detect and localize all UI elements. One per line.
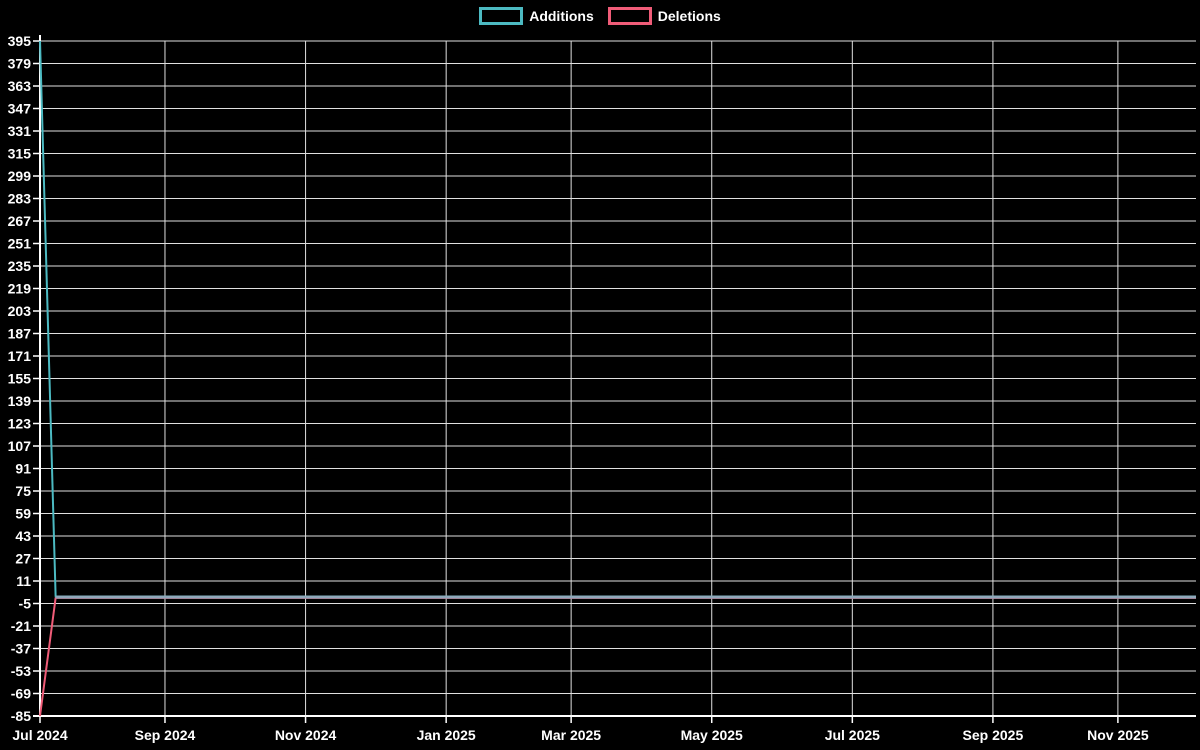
y-tick-label: 139	[8, 393, 32, 409]
x-tick-label: Mar 2025	[541, 727, 601, 743]
y-tick-label: 11	[16, 573, 31, 589]
x-tick-label: Nov 2024	[275, 727, 337, 743]
y-tick-label: -85	[11, 708, 31, 724]
x-tick-label: May 2025	[681, 727, 743, 743]
y-tick-label: -53	[11, 663, 31, 679]
additions-swatch-icon	[479, 7, 524, 25]
y-tick-label: 91	[15, 460, 31, 476]
y-tick-label: 203	[8, 303, 32, 319]
y-tick-label: 171	[8, 348, 32, 364]
y-tick-label: -5	[19, 595, 32, 611]
y-tick-label: 363	[8, 78, 32, 94]
y-tick-label: 379	[8, 55, 32, 71]
legend: Additions Deletions	[0, 7, 1200, 25]
y-tick-label: 59	[15, 505, 31, 521]
y-tick-label: 235	[8, 258, 32, 274]
legend-item-additions[interactable]: Additions	[479, 7, 594, 25]
y-tick-label: 331	[8, 123, 32, 139]
deletions-swatch-icon	[607, 7, 652, 25]
y-tick-label: 299	[8, 168, 32, 184]
x-tick-label: Jan 2025	[417, 727, 476, 743]
y-tick-label: 107	[8, 438, 32, 454]
y-tick-label: 347	[8, 100, 32, 116]
y-tick-label: 251	[8, 235, 32, 251]
legend-item-deletions[interactable]: Deletions	[607, 7, 721, 25]
y-tick-label: 187	[8, 325, 32, 341]
legend-label-deletions: Deletions	[657, 8, 721, 24]
y-tick-label: -21	[11, 618, 31, 634]
y-tick-label: 315	[8, 145, 32, 161]
y-tick-label: 43	[15, 528, 31, 544]
y-tick-label: 155	[8, 370, 32, 386]
y-tick-label: 283	[8, 190, 32, 206]
y-tick-label: 27	[15, 550, 31, 566]
y-tick-label: -69	[11, 685, 31, 701]
y-tick-label: 219	[8, 280, 32, 296]
y-tick-label: 267	[8, 213, 32, 229]
x-tick-label: Sep 2024	[135, 727, 196, 743]
y-tick-label: -37	[11, 640, 31, 656]
x-tick-label: Nov 2025	[1087, 727, 1149, 743]
deletions-line	[39, 596, 1196, 717]
x-tick-label: Jul 2025	[825, 727, 880, 743]
legend-label-additions: Additions	[529, 8, 594, 24]
y-tick-label: 395	[8, 33, 32, 49]
y-tick-label: 123	[8, 415, 32, 431]
x-tick-label: Jul 2024	[12, 727, 67, 743]
y-tick-label: 75	[15, 483, 31, 499]
x-tick-label: Sep 2025	[963, 727, 1024, 743]
